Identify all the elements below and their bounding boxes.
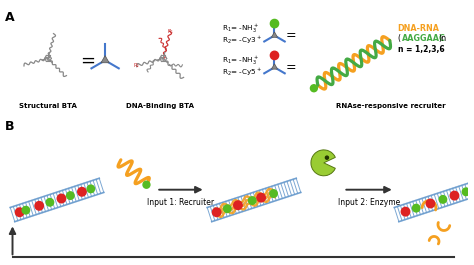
Circle shape: [326, 156, 328, 159]
Circle shape: [248, 196, 256, 205]
Circle shape: [426, 198, 435, 209]
Text: $\mathregular{R_2}$= -Cy3$^+$: $\mathregular{R_2}$= -Cy3$^+$: [222, 35, 263, 46]
Circle shape: [449, 191, 459, 201]
Text: =: =: [286, 29, 297, 42]
Circle shape: [34, 201, 44, 211]
Circle shape: [66, 191, 75, 200]
Text: A: A: [5, 11, 14, 24]
Circle shape: [143, 181, 150, 188]
Text: $\mathregular{R_1}$= -NH$_3^+$: $\mathregular{R_1}$= -NH$_3^+$: [222, 54, 259, 67]
Circle shape: [77, 187, 87, 197]
Circle shape: [438, 195, 447, 204]
Text: $\mathregular{R_1}$= -NH$_3^+$: $\mathregular{R_1}$= -NH$_3^+$: [222, 23, 259, 35]
Text: )n: )n: [438, 34, 446, 43]
Circle shape: [46, 198, 55, 207]
Circle shape: [270, 19, 279, 28]
Text: B: B: [5, 120, 14, 133]
Text: RNAse-responsive recruiter: RNAse-responsive recruiter: [336, 103, 445, 109]
Text: n = 1,2,3,6: n = 1,2,3,6: [398, 45, 444, 54]
Text: R₁: R₁: [167, 29, 173, 34]
Polygon shape: [272, 64, 278, 69]
Text: DNA-Binding BTA: DNA-Binding BTA: [126, 103, 194, 109]
Circle shape: [310, 85, 317, 92]
Circle shape: [470, 184, 474, 194]
Text: DNA-RNA: DNA-RNA: [398, 24, 439, 33]
Circle shape: [15, 207, 25, 217]
Circle shape: [86, 184, 95, 193]
Polygon shape: [101, 56, 109, 63]
Text: Structural BTA: Structural BTA: [19, 103, 77, 109]
Circle shape: [270, 51, 279, 60]
Circle shape: [412, 204, 420, 213]
Circle shape: [21, 206, 30, 215]
Text: $\mathregular{R_2}$= -Cy5$^+$: $\mathregular{R_2}$= -Cy5$^+$: [222, 67, 263, 78]
Circle shape: [233, 200, 243, 210]
Text: R₂: R₂: [134, 63, 139, 68]
Wedge shape: [311, 150, 335, 176]
Circle shape: [56, 193, 66, 204]
Circle shape: [223, 204, 232, 213]
Text: Input 1: Recruiter: Input 1: Recruiter: [147, 198, 215, 207]
Text: =: =: [80, 51, 95, 69]
Text: (: (: [398, 34, 401, 43]
Circle shape: [256, 193, 266, 203]
Text: AAGGAAC: AAGGAAC: [401, 34, 446, 43]
Text: Input 2: Enzyme: Input 2: Enzyme: [338, 198, 400, 207]
Circle shape: [401, 207, 410, 217]
Circle shape: [212, 207, 221, 217]
Polygon shape: [272, 32, 278, 37]
Text: =: =: [286, 61, 297, 74]
Circle shape: [462, 187, 471, 196]
Circle shape: [269, 189, 278, 198]
